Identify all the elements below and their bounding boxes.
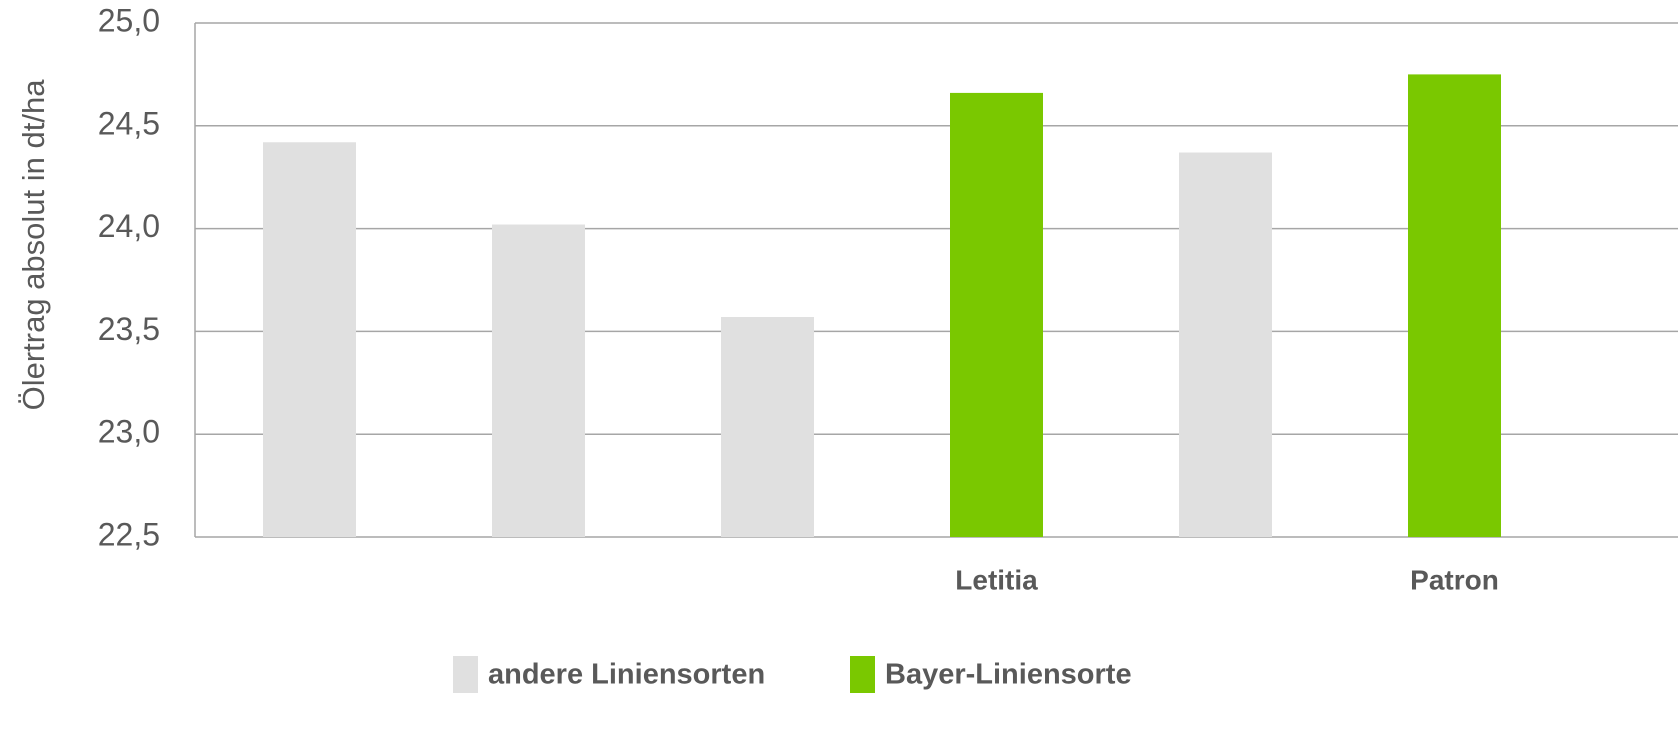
legend-swatch <box>850 656 875 693</box>
bar <box>1408 74 1501 538</box>
y-tick-label: 24,0 <box>98 208 160 244</box>
y-tick-label: 24,5 <box>98 105 160 141</box>
legend-swatch <box>453 656 478 693</box>
bar <box>263 142 356 538</box>
bar <box>492 224 585 537</box>
bar <box>950 92 1043 538</box>
y-axis-title: Ölertrag absolut in dt/ha <box>16 79 51 411</box>
x-tick-label: Patron <box>1410 564 1499 595</box>
x-tick-label: Letitia <box>955 564 1038 595</box>
y-tick-label: 22,5 <box>98 516 160 552</box>
bar <box>1179 152 1272 537</box>
legend-label: andere Liniensorten <box>488 659 765 691</box>
y-tick-label: 23,5 <box>98 311 160 347</box>
legend-label: Bayer-Liniensorte <box>885 659 1132 691</box>
y-tick-label: 25,0 <box>98 2 160 38</box>
bar <box>721 317 814 537</box>
y-tick-label: 23,0 <box>98 414 160 450</box>
